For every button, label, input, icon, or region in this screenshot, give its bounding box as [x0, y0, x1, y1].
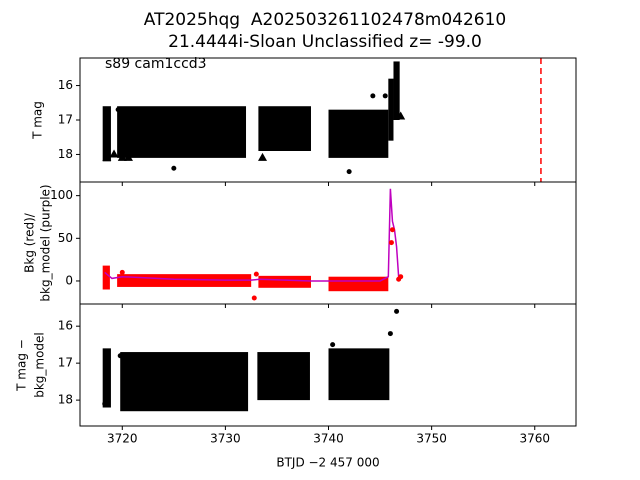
- chart-title: AT2025hqg A202503261102478m042610: [144, 10, 506, 30]
- y-axis-label: T mag −: [15, 339, 29, 392]
- y-tick-label: 18: [58, 393, 73, 407]
- point: [398, 274, 404, 280]
- upper-limit: [102, 152, 112, 161]
- y-tick-label: 17: [58, 356, 73, 370]
- y-tick-label: 17: [58, 113, 73, 127]
- data-band: [102, 348, 111, 408]
- y-tick-label: 16: [58, 319, 73, 333]
- y-axis-label: Bkg (red)/: [23, 212, 37, 273]
- annotation: s89 cam1ccd3: [105, 56, 207, 72]
- x-tick-label: 3730: [210, 432, 241, 446]
- upper-limit: [377, 135, 387, 144]
- point: [330, 342, 336, 348]
- x-tick-label: 3760: [519, 432, 550, 446]
- point: [119, 269, 125, 275]
- data-band: [258, 106, 311, 151]
- upper-limit: [109, 149, 119, 158]
- panel: [102, 58, 542, 182]
- data-band: [120, 352, 249, 412]
- y-tick-label: 16: [58, 78, 73, 92]
- data-band: [328, 348, 390, 401]
- chart-title: 21.4444i-Sloan Unclassified z= -99.0: [168, 32, 482, 52]
- point: [171, 165, 177, 171]
- y-tick-label: 50: [58, 231, 73, 245]
- data-band: [117, 274, 252, 287]
- panel: [102, 308, 400, 412]
- data-band: [393, 61, 400, 120]
- panel: [102, 188, 404, 301]
- data-band: [117, 106, 247, 158]
- upper-limit: [123, 152, 133, 161]
- y-tick-label: 0: [65, 273, 73, 287]
- data-band: [258, 275, 311, 288]
- point: [117, 353, 123, 359]
- point: [388, 240, 394, 246]
- y-axis-label: bkg_model: [33, 332, 47, 398]
- y-tick-label: 100: [50, 188, 73, 202]
- point: [382, 93, 388, 99]
- y-tick-label: 18: [58, 147, 73, 161]
- point: [394, 308, 400, 314]
- point: [253, 271, 259, 277]
- y-axis-label: T mag: [31, 101, 45, 140]
- point: [389, 227, 395, 233]
- point: [370, 93, 376, 99]
- x-tick-label: 3720: [107, 432, 138, 446]
- x-tick-label: 3750: [416, 432, 447, 446]
- upper-limit: [117, 152, 127, 161]
- upper-limit: [396, 111, 406, 120]
- point: [346, 169, 352, 175]
- x-axis-label: BTJD −2 457 000: [276, 456, 379, 470]
- y-axis-label: bkg_model (purple): [39, 184, 53, 301]
- data-band: [102, 265, 110, 290]
- data-band: [102, 106, 111, 162]
- data-band: [257, 352, 310, 401]
- model-line: [104, 188, 402, 282]
- data-band: [388, 78, 394, 141]
- x-tick-label: 3740: [313, 432, 344, 446]
- upper-limit: [258, 152, 268, 161]
- point: [251, 295, 257, 301]
- point: [102, 401, 108, 407]
- point: [115, 107, 121, 113]
- data-band: [328, 276, 389, 292]
- axes-frame: [79, 303, 577, 427]
- data-band: [328, 109, 389, 158]
- point: [387, 331, 393, 337]
